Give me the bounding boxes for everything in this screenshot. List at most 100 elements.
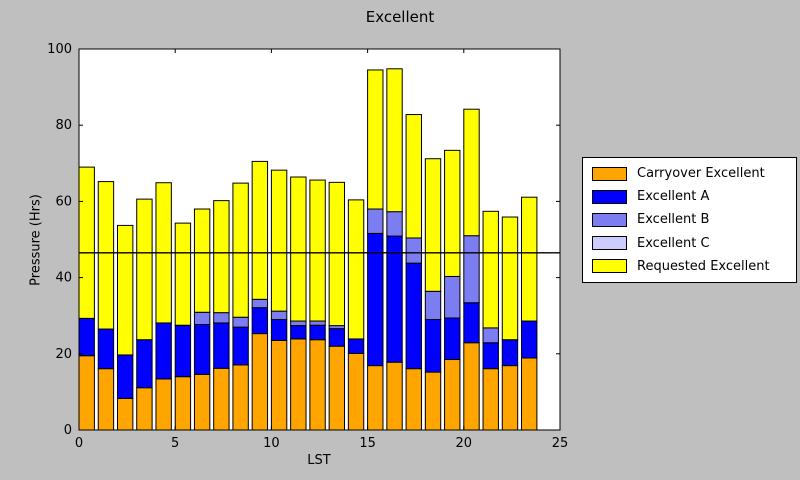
bar-segment-carryover-excellent-lst6	[193, 373, 211, 431]
bar-segment-carryover-excellent-lst22	[501, 365, 519, 431]
legend-box: Carryover Excellent Excellent A Excellent …	[582, 157, 797, 283]
bar-segment-requested-excellent-lst23	[521, 196, 538, 322]
bar-segment-excellent-b-lst18	[424, 290, 442, 321]
bar-segment-excellent-a-lst20	[463, 302, 480, 344]
bar-segment-carryover-excellent-lst20	[463, 342, 480, 431]
legend-label-excellent-a: Excellent A	[637, 189, 710, 205]
legend-item-carryover-excellent: Carryover Excellent	[583, 166, 796, 181]
bar-segment-carryover-excellent-lst19	[444, 359, 461, 431]
bar-segment-excellent-a-lst17	[405, 262, 422, 370]
bar-segment-excellent-a-lst7	[213, 322, 230, 369]
bar-segment-requested-excellent-lst15	[367, 69, 384, 210]
bar-segment-excellent-a-lst10	[270, 319, 288, 341]
bar-segment-excellent-b-lst12	[309, 320, 326, 326]
bar-segment-requested-excellent-lst18	[424, 158, 442, 292]
bar-segment-excellent-b-lst21	[482, 327, 499, 344]
bar-segment-carryover-excellent-lst11	[290, 338, 307, 431]
bar-segment-carryover-excellent-lst12	[309, 339, 326, 431]
legend-swatch-excellent-b	[592, 212, 627, 227]
bar-segment-excellent-b-lst6	[193, 311, 211, 325]
bar-segment-excellent-a-lst4	[155, 322, 172, 380]
bar-segment-excellent-b-lst15	[367, 208, 384, 234]
legend-label-excellent-c: Excellent C	[637, 235, 710, 251]
x-tick-label: 20	[456, 436, 473, 451]
bar-segment-requested-excellent-lst21	[482, 210, 499, 329]
bar-segment-requested-excellent-lst11	[290, 176, 307, 322]
legend-label-carryover-excellent: Carryover Excellent	[637, 166, 765, 182]
bar-segment-excellent-a-lst16	[386, 235, 403, 363]
bar-segment-carryover-excellent-lst18	[424, 371, 442, 431]
bar-segment-excellent-b-lst20	[463, 235, 480, 304]
legend-swatch-excellent-a	[592, 189, 627, 204]
bar-segment-requested-excellent-lst14	[347, 199, 365, 340]
bar-segment-carryover-excellent-lst8	[232, 364, 249, 431]
bar-segment-requested-excellent-lst16	[386, 68, 403, 213]
bar-segment-carryover-excellent-lst16	[386, 361, 403, 431]
bar-segment-carryover-excellent-lst14	[347, 352, 365, 431]
legend-item-excellent-c: Excellent C	[583, 236, 796, 251]
legend-item-requested-excellent: Requested Excellent	[583, 259, 796, 274]
y-tick-label: 0	[64, 423, 72, 438]
bar-segment-excellent-a-lst19	[444, 317, 461, 361]
bar-segment-excellent-b-lst10	[270, 310, 288, 321]
bar-segment-carryover-excellent-lst7	[213, 367, 230, 431]
bar-segment-carryover-excellent-lst17	[405, 368, 422, 431]
bar-segment-excellent-a-lst0	[78, 317, 95, 357]
bar-segment-carryover-excellent-lst10	[270, 339, 288, 431]
bar-segment-excellent-b-lst8	[232, 316, 249, 328]
bar-segment-requested-excellent-lst12	[309, 179, 326, 322]
bar-segment-excellent-a-lst3	[136, 339, 153, 389]
bar-segment-carryover-excellent-lst3	[136, 387, 153, 431]
bar-segment-carryover-excellent-lst1	[97, 368, 115, 431]
bar-segment-excellent-a-lst12	[309, 324, 326, 341]
legend-label-requested-excellent: Requested Excellent	[637, 258, 770, 274]
bar-segment-excellent-a-lst2	[116, 354, 134, 399]
bar-segment-carryover-excellent-lst2	[116, 397, 134, 431]
bar-segment-excellent-a-lst21	[482, 342, 499, 370]
bar-segment-excellent-a-lst11	[290, 325, 307, 340]
bar-segment-carryover-excellent-lst13	[328, 345, 346, 431]
x-tick-label: 0	[75, 436, 83, 451]
bar-segment-requested-excellent-lst19	[444, 149, 461, 277]
bar-segment-excellent-b-lst19	[444, 275, 461, 319]
bar-segment-carryover-excellent-lst23	[521, 357, 538, 431]
bar-segment-requested-excellent-lst7	[213, 200, 230, 314]
bar-segment-excellent-a-lst8	[232, 326, 249, 366]
bar-segment-requested-excellent-lst2	[116, 224, 134, 356]
bar-segment-excellent-b-lst11	[290, 320, 307, 327]
bar-segment-excellent-a-lst5	[174, 324, 192, 378]
bar-segment-excellent-b-lst9	[251, 298, 269, 309]
chart-title: Excellent	[365, 8, 435, 26]
y-tick-label: 60	[55, 194, 72, 209]
bar-segment-carryover-excellent-lst9	[251, 333, 269, 431]
y-axis-label: Pressure (Hrs)	[28, 194, 44, 286]
x-tick-label: 25	[552, 436, 569, 451]
legend-item-excellent-a: Excellent A	[583, 189, 796, 204]
x-axis-label: LST	[307, 453, 331, 468]
bar-segment-requested-excellent-lst22	[501, 216, 519, 341]
legend-label-excellent-b: Excellent B	[637, 212, 710, 228]
bar-segment-excellent-b-lst17	[405, 237, 422, 264]
bar-segment-excellent-a-lst1	[97, 328, 115, 370]
bar-segment-requested-excellent-lst0	[78, 166, 95, 319]
bar-segment-carryover-excellent-lst15	[367, 365, 384, 431]
y-tick-label: 80	[55, 118, 72, 133]
bar-segment-carryover-excellent-lst5	[174, 376, 192, 431]
bar-segment-excellent-a-lst14	[347, 338, 365, 354]
legend-swatch-requested-excellent	[592, 259, 627, 274]
bar-segment-requested-excellent-lst3	[136, 198, 153, 341]
y-tick-label: 20	[55, 347, 72, 362]
bar-segment-carryover-excellent-lst0	[78, 355, 95, 431]
bar-segment-requested-excellent-lst8	[232, 182, 249, 318]
bar-segment-requested-excellent-lst10	[270, 169, 288, 312]
bar-segment-carryover-excellent-lst21	[482, 368, 499, 431]
bar-segment-excellent-a-lst18	[424, 319, 442, 373]
bar-segment-excellent-a-lst22	[501, 339, 519, 367]
legend-item-excellent-b: Excellent B	[583, 212, 796, 227]
axes-frame	[78, 48, 561, 431]
bar-segment-excellent-a-lst9	[251, 307, 269, 335]
bar-segment-carryover-excellent-lst4	[155, 378, 172, 431]
bar-segment-excellent-a-lst13	[328, 328, 346, 347]
